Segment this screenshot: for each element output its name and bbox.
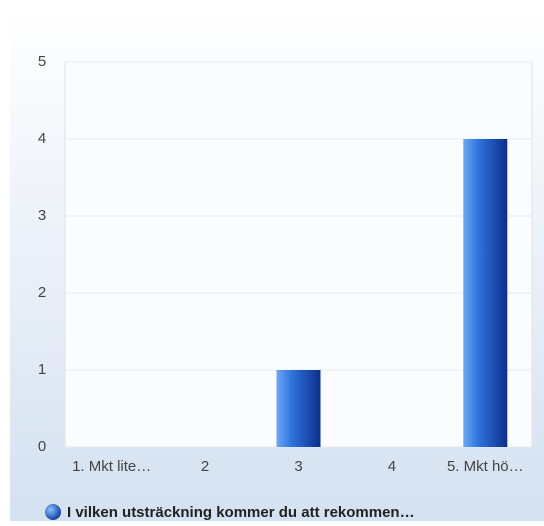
x-tick-label: 3: [294, 458, 302, 475]
x-tick-label: 4: [388, 458, 396, 475]
x-tick-label: 1. Mkt lite…: [72, 458, 151, 475]
bar: [463, 139, 508, 447]
y-tick-label: 3: [38, 207, 46, 224]
x-tick-label: 5. Mkt hö…: [447, 458, 524, 475]
y-tick-label: 0: [38, 438, 46, 455]
y-tick-label: 2: [38, 284, 46, 301]
y-tick-label: 1: [38, 361, 46, 378]
y-tick-label: 4: [38, 130, 46, 147]
legend-label: I vilken utsträckning kommer du att reko…: [67, 504, 415, 521]
bar: [276, 370, 321, 447]
legend-marker: [45, 504, 61, 520]
y-tick-label: 5: [38, 53, 46, 70]
x-tick-label: 2: [201, 458, 209, 475]
